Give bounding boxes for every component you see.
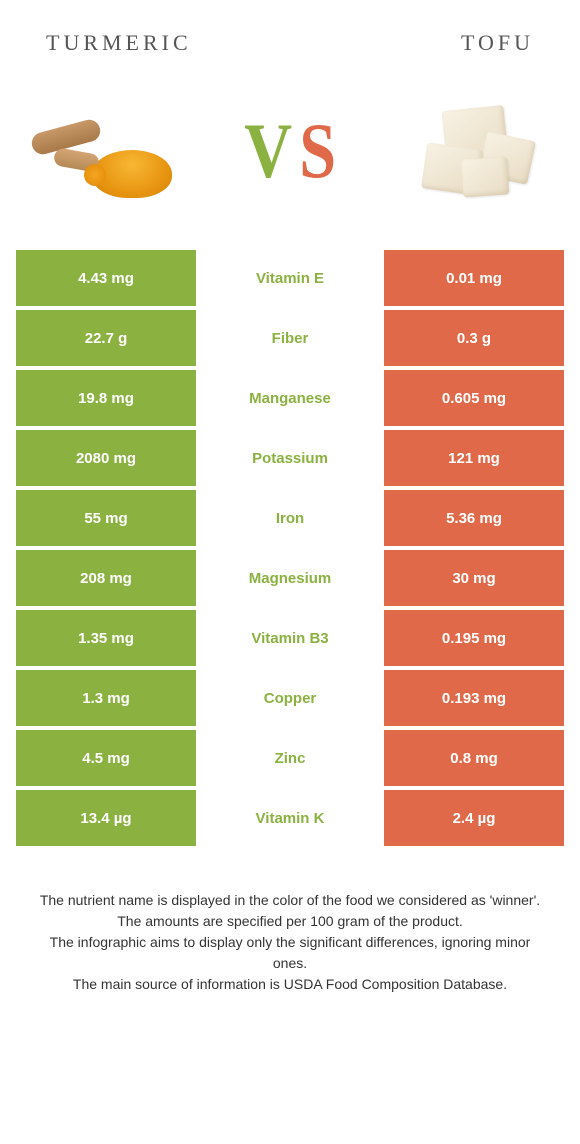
footnote-line: The amounts are specified per 100 gram o… bbox=[32, 911, 548, 932]
nutrient-name-cell: Vitamin E bbox=[196, 250, 384, 306]
header-title-left: Turmeric bbox=[46, 30, 192, 56]
right-value-cell: 0.195 mg bbox=[384, 610, 564, 666]
vs-label: V S bbox=[240, 112, 340, 190]
table-row: 4.5 mgZinc0.8 mg bbox=[16, 730, 564, 786]
left-value-cell: 208 mg bbox=[16, 550, 196, 606]
vs-v-letter: V bbox=[244, 112, 292, 190]
right-value-cell: 2.4 µg bbox=[384, 790, 564, 846]
comparison-table: 4.43 mgVitamin E0.01 mg22.7 gFiber0.3 g1… bbox=[16, 246, 564, 850]
table-row: 22.7 gFiber0.3 g bbox=[16, 310, 564, 366]
left-value-cell: 4.43 mg bbox=[16, 250, 196, 306]
right-value-cell: 30 mg bbox=[384, 550, 564, 606]
nutrient-name-cell: Manganese bbox=[196, 370, 384, 426]
left-value-cell: 55 mg bbox=[16, 490, 196, 546]
table-row: 55 mgIron5.36 mg bbox=[16, 490, 564, 546]
nutrient-name-cell: Copper bbox=[196, 670, 384, 726]
right-value-cell: 0.8 mg bbox=[384, 730, 564, 786]
right-value-cell: 0.01 mg bbox=[384, 250, 564, 306]
left-value-cell: 4.5 mg bbox=[16, 730, 196, 786]
table-row: 4.43 mgVitamin E0.01 mg bbox=[16, 250, 564, 306]
left-value-cell: 13.4 µg bbox=[16, 790, 196, 846]
footnote-line: The nutrient name is displayed in the co… bbox=[32, 890, 548, 911]
hero-row: V S bbox=[16, 56, 564, 246]
nutrient-name-cell: Vitamin B3 bbox=[196, 610, 384, 666]
left-value-cell: 2080 mg bbox=[16, 430, 196, 486]
left-value-cell: 1.35 mg bbox=[16, 610, 196, 666]
header-title-right: Tofu bbox=[461, 30, 534, 56]
table-row: 13.4 µgVitamin K2.4 µg bbox=[16, 790, 564, 846]
nutrient-name-cell: Fiber bbox=[196, 310, 384, 366]
table-row: 1.3 mgCopper0.193 mg bbox=[16, 670, 564, 726]
footnote-line: The main source of information is USDA F… bbox=[32, 974, 548, 995]
right-value-cell: 121 mg bbox=[384, 430, 564, 486]
nutrient-name-cell: Potassium bbox=[196, 430, 384, 486]
nutrient-name-cell: Zinc bbox=[196, 730, 384, 786]
table-row: 208 mgMagnesium30 mg bbox=[16, 550, 564, 606]
tofu-image bbox=[404, 96, 554, 206]
nutrient-name-cell: Iron bbox=[196, 490, 384, 546]
nutrient-name-cell: Magnesium bbox=[196, 550, 384, 606]
left-value-cell: 1.3 mg bbox=[16, 670, 196, 726]
table-row: 2080 mgPotassium121 mg bbox=[16, 430, 564, 486]
turmeric-image bbox=[26, 96, 176, 206]
footnote-block: The nutrient name is displayed in the co… bbox=[16, 850, 564, 995]
footnote-line: The infographic aims to display only the… bbox=[32, 932, 548, 974]
vs-s-letter: S bbox=[300, 112, 337, 190]
header-row: Turmeric Tofu bbox=[16, 20, 564, 56]
table-row: 1.35 mgVitamin B30.195 mg bbox=[16, 610, 564, 666]
left-value-cell: 22.7 g bbox=[16, 310, 196, 366]
right-value-cell: 0.3 g bbox=[384, 310, 564, 366]
right-value-cell: 0.193 mg bbox=[384, 670, 564, 726]
table-row: 19.8 mgManganese0.605 mg bbox=[16, 370, 564, 426]
left-value-cell: 19.8 mg bbox=[16, 370, 196, 426]
right-value-cell: 0.605 mg bbox=[384, 370, 564, 426]
nutrient-name-cell: Vitamin K bbox=[196, 790, 384, 846]
right-value-cell: 5.36 mg bbox=[384, 490, 564, 546]
